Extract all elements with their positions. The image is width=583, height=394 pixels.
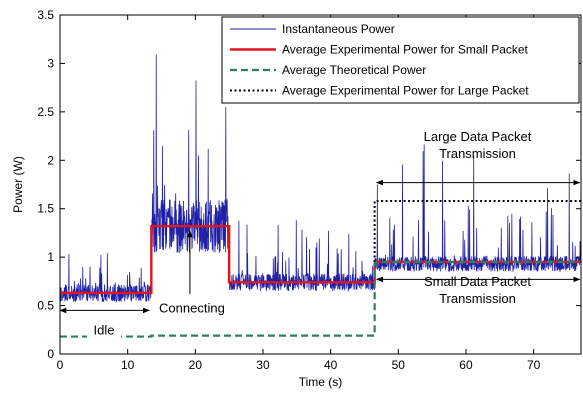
x-tick-label: 60 xyxy=(459,358,473,372)
annotation-label-large: Transmission xyxy=(439,146,516,161)
y-tick-label: 3.5 xyxy=(37,8,54,22)
x-axis-label: Time (s) xyxy=(299,375,343,389)
x-tick-label: 10 xyxy=(121,358,135,372)
series-avg-large-packet xyxy=(373,199,581,262)
y-tick-label: 2 xyxy=(47,153,54,167)
annotation-bg-idle xyxy=(86,322,121,339)
y-tick-label: 1.5 xyxy=(37,202,54,216)
y-tick-label: 2.5 xyxy=(37,105,54,119)
legend-theoretical-label: Average Theoretical Power xyxy=(282,63,426,77)
annotation-label-large: Large Data Packet xyxy=(424,129,532,144)
x-tick-label: 70 xyxy=(527,358,541,372)
annotation-label-small: Transmission xyxy=(439,291,516,306)
x-tick-label: 50 xyxy=(392,358,406,372)
legend-box xyxy=(221,16,580,104)
x-tick-label: 30 xyxy=(256,358,270,372)
plot-frame xyxy=(59,14,582,355)
y-tick-label: 0 xyxy=(47,347,54,361)
x-tick-label: 40 xyxy=(324,358,338,372)
y-tick-label: 1 xyxy=(47,250,54,264)
y-tick-label: 3 xyxy=(47,56,54,70)
legend-instantaneous-label: Instantaneous Power xyxy=(282,22,395,36)
y-tick-label: 0.5 xyxy=(37,299,54,313)
legend-small-packet-label: Average Experimental Power for Small Pac… xyxy=(282,43,529,57)
y-axis-label: Power (W) xyxy=(11,156,25,213)
x-tick-label: 20 xyxy=(189,358,203,372)
legend-large-packet-label: Average Experimental Power for Large Pac… xyxy=(282,84,529,98)
annotation-label-small: Small Data Packet xyxy=(424,274,531,289)
annotation-label-idle: Idle xyxy=(93,323,114,338)
annotation-label-connecting: Connecting xyxy=(159,300,225,315)
x-tick-label: 0 xyxy=(57,358,64,372)
series-avg-theoretical xyxy=(60,260,581,338)
